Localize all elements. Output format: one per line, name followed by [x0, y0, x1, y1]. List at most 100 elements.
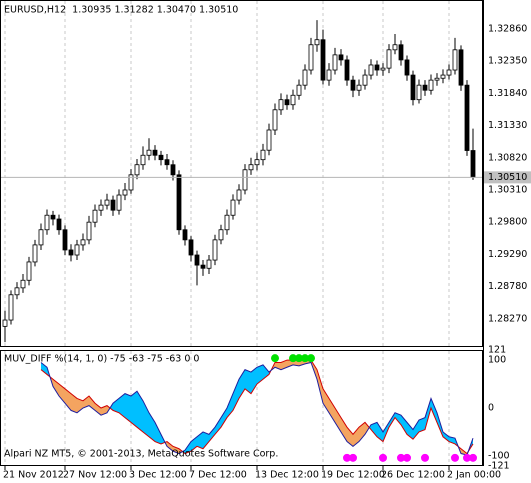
x-tick-label: 19 Dec 12:00	[321, 470, 385, 481]
y-tick-label: 1.28270	[488, 313, 527, 324]
candle-body	[122, 189, 128, 196]
band-fill	[89, 396, 95, 411]
band-fill	[245, 369, 251, 394]
candle-body	[218, 229, 224, 241]
candle-body	[92, 209, 98, 223]
band-fill	[203, 431, 209, 449]
y-tick-label: 1.32860	[488, 23, 527, 34]
candle-body	[8, 294, 14, 321]
candle-body	[110, 199, 116, 211]
band-fill	[173, 446, 179, 454]
candle-body	[458, 49, 464, 86]
candle-body	[176, 174, 182, 231]
candle-body	[224, 214, 230, 231]
y-tick-label: 1.29800	[488, 217, 527, 228]
band-fill	[317, 369, 323, 404]
candle-body	[416, 84, 422, 101]
y-tick-label: 1.30310	[488, 184, 527, 195]
candle-body	[146, 149, 152, 156]
candle-body	[116, 194, 122, 211]
candle-body	[290, 94, 296, 106]
x-tick-label: 7 Dec 12:00	[189, 470, 247, 481]
current-price-box	[484, 171, 531, 184]
band-fill	[137, 391, 143, 432]
y-tick-label: 0	[488, 403, 494, 414]
candle-body	[284, 99, 290, 106]
x-tick-label: 27 Nov 12:00	[63, 470, 127, 481]
candle-body	[296, 84, 302, 96]
candle-body	[350, 79, 356, 91]
candle-body	[440, 74, 446, 79]
candle-body	[104, 199, 110, 206]
candle-body	[158, 154, 164, 161]
candle-body	[14, 287, 20, 296]
candle-body	[56, 218, 62, 231]
candle-body	[2, 319, 8, 327]
band-fill	[377, 422, 383, 442]
copyright: Alpari NZ MT5, © 2001-2013, MetaQuotes S…	[4, 449, 278, 460]
candle-body	[68, 249, 74, 256]
signal-dot	[379, 453, 387, 462]
candle-body	[206, 259, 212, 269]
candle-body	[152, 149, 158, 156]
candle-body	[134, 164, 140, 176]
grid-layer	[4, 0, 484, 470]
band-fill	[119, 393, 125, 418]
candle-body	[470, 150, 476, 178]
candle-body	[404, 59, 410, 76]
candle-body	[62, 229, 68, 251]
y-tick-label: 1.29290	[488, 249, 527, 260]
candle-body	[338, 54, 344, 61]
candle-body	[260, 149, 266, 161]
candle-body	[170, 164, 176, 176]
candle-body	[44, 214, 50, 231]
indicator-line	[40, 361, 474, 456]
y-tick-label: -100	[488, 450, 510, 461]
candle-body	[140, 154, 146, 166]
signal-dot	[421, 453, 429, 462]
candle-body	[344, 59, 350, 81]
band-fill	[329, 398, 335, 423]
main-pane	[0, 0, 483, 347]
band-fill	[59, 384, 65, 404]
signal-dot	[349, 453, 357, 462]
band-fill	[275, 362, 281, 370]
band-fill	[359, 422, 365, 442]
candle-body	[200, 264, 206, 269]
band-fill	[215, 417, 221, 435]
current-price-label: 1.30510	[488, 172, 527, 183]
band-fill	[449, 436, 455, 444]
candle-body	[38, 229, 44, 246]
band-fill	[353, 427, 359, 447]
text-layer: EURUSD,H12 1.30935 1.31282 1.30470 1.305…	[3, 5, 531, 481]
candle-body	[188, 239, 194, 256]
candle-body	[242, 169, 248, 191]
band-fill	[431, 398, 437, 423]
candle-body	[410, 74, 416, 101]
y-tick-label: 1.32350	[488, 56, 527, 67]
band-fill	[395, 412, 401, 425]
band-fill	[443, 431, 449, 442]
signal-dot	[307, 354, 315, 363]
indicator-title: MUV_DIFF %(14, 1, 0) -75 -63 -75 -63 0 0	[4, 354, 199, 365]
candle-body	[98, 204, 104, 211]
band-fill	[167, 441, 173, 452]
signal-dot	[295, 354, 303, 363]
candle-body	[398, 44, 404, 61]
x-tick-label: 13 Dec 12:00	[255, 470, 319, 481]
candle-body	[194, 254, 200, 266]
band-fill	[347, 427, 353, 447]
indicator-line	[40, 359, 474, 455]
y-tick-label: 1.31840	[488, 88, 527, 99]
band-fill	[131, 391, 137, 428]
marks-layer	[1, 20, 482, 462]
candle-body	[452, 49, 458, 71]
candle-body	[368, 64, 374, 76]
band-fill	[257, 364, 263, 385]
candle-body	[320, 39, 326, 81]
candle-body	[446, 69, 452, 76]
candle-body	[50, 214, 56, 220]
candle-body	[314, 39, 320, 46]
candle-body	[326, 69, 332, 81]
